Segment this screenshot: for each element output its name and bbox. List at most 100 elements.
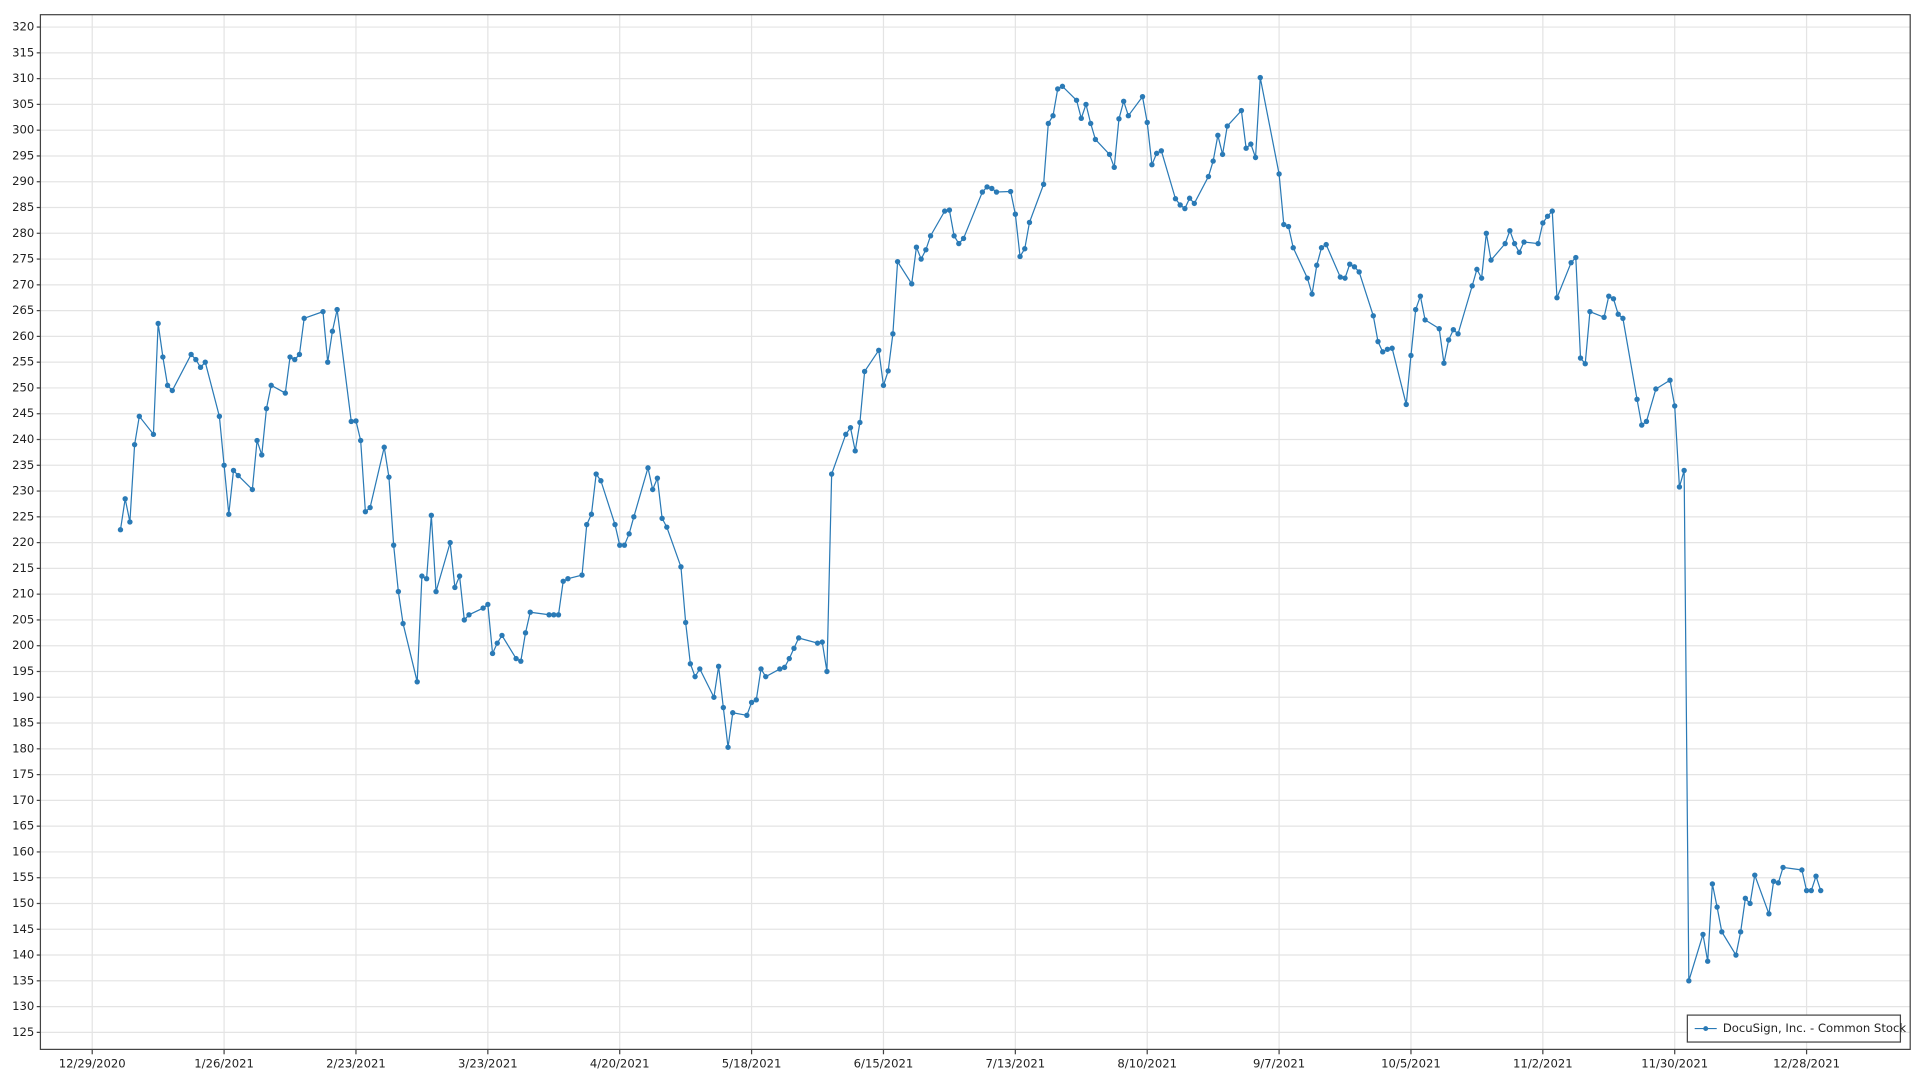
plot-frame xyxy=(39,14,1911,1050)
data-point xyxy=(1309,291,1315,297)
data-point xyxy=(395,588,402,595)
data-point xyxy=(193,356,199,363)
data-point xyxy=(951,233,957,239)
data-point xyxy=(1714,904,1720,910)
data-point xyxy=(1733,952,1739,958)
grid: 125 130 135 140 145 150 155 160 165 170 175 180 185 1… xyxy=(12,14,1911,1071)
data-point xyxy=(1587,308,1593,315)
data-point xyxy=(122,496,128,502)
data-point xyxy=(993,189,1000,195)
data-point xyxy=(1073,97,1080,103)
data-point xyxy=(1436,325,1442,332)
data-point xyxy=(880,382,887,389)
y-tick-label: 215 xyxy=(12,561,34,575)
data-point xyxy=(909,281,915,287)
data-point xyxy=(876,347,882,354)
data-point xyxy=(1770,878,1777,885)
data-point xyxy=(612,521,618,528)
data-point xyxy=(282,390,289,396)
y-tick-label: 185 xyxy=(12,716,34,730)
data-point xyxy=(1469,283,1475,289)
data-point xyxy=(781,664,788,671)
data-point xyxy=(814,640,821,646)
data-point xyxy=(1535,240,1541,247)
data-point xyxy=(155,320,161,327)
data-point xyxy=(598,478,604,484)
data-point xyxy=(1544,213,1551,219)
data-point xyxy=(1483,230,1490,236)
data-point xyxy=(1799,867,1805,873)
data-point xyxy=(1403,401,1409,408)
data-point xyxy=(268,382,274,389)
data-point xyxy=(1219,151,1226,158)
data-point xyxy=(588,511,595,517)
data-point xyxy=(1474,266,1480,273)
data-point xyxy=(367,504,373,511)
data-point xyxy=(1012,211,1019,217)
data-point xyxy=(1752,872,1758,878)
data-point xyxy=(480,605,486,611)
data-point xyxy=(1092,136,1099,143)
data-point xyxy=(828,471,835,477)
data-point xyxy=(1153,150,1160,157)
data-point xyxy=(1116,116,1122,122)
data-point xyxy=(687,661,694,667)
y-tick-label: 220 xyxy=(12,535,34,549)
x-tick-label: 12/28/2021 xyxy=(1773,1057,1840,1071)
data-point xyxy=(353,418,359,424)
y-tick-label: 280 xyxy=(12,226,34,240)
data-point xyxy=(160,354,166,360)
data-point xyxy=(1281,221,1287,228)
y-tick-label: 310 xyxy=(12,71,34,85)
data-point xyxy=(565,576,571,582)
data-point xyxy=(1356,269,1362,275)
data-point xyxy=(117,527,124,533)
y-tick-label: 130 xyxy=(12,999,34,1013)
data-point xyxy=(1106,151,1113,158)
data-point xyxy=(1521,239,1527,245)
data-point xyxy=(1681,467,1687,474)
data-point xyxy=(1215,132,1221,139)
y-tick-label: 305 xyxy=(12,97,34,111)
data-point xyxy=(725,744,731,750)
data-point xyxy=(791,645,797,651)
data-point xyxy=(1672,403,1678,409)
data-point xyxy=(235,472,241,479)
data-point xyxy=(127,519,133,525)
y-tick-label: 200 xyxy=(12,638,34,652)
y-tick-label: 275 xyxy=(12,252,34,266)
data-point xyxy=(386,474,392,480)
data-point xyxy=(1450,326,1457,333)
data-point xyxy=(301,315,307,322)
data-point xyxy=(1139,93,1146,100)
x-tick-label: 5/18/2021 xyxy=(722,1057,782,1071)
data-point xyxy=(1055,86,1061,92)
data-point xyxy=(164,382,171,389)
data-point xyxy=(1511,240,1518,247)
data-point xyxy=(824,668,830,675)
y-tick-label: 175 xyxy=(12,767,34,781)
data-point xyxy=(1125,113,1132,119)
data-point xyxy=(956,240,962,247)
data-point xyxy=(485,601,491,608)
data-point xyxy=(1582,361,1588,367)
data-point xyxy=(1059,83,1066,90)
data-point xyxy=(1455,331,1461,337)
data-point xyxy=(1257,74,1263,81)
y-tick-label: 260 xyxy=(12,329,34,343)
data-point xyxy=(188,351,194,358)
data-point xyxy=(946,207,953,213)
y-tick-label: 150 xyxy=(12,896,34,910)
data-point xyxy=(852,448,858,454)
data-point xyxy=(1276,171,1282,177)
data-point xyxy=(1507,228,1513,234)
data-point xyxy=(1182,205,1188,212)
data-point xyxy=(1120,98,1127,104)
data-point xyxy=(1808,887,1814,894)
data-point xyxy=(1026,219,1033,226)
x-tick-label: 8/10/2021 xyxy=(1117,1057,1177,1071)
legend: DocuSign, Inc. - Common Stock xyxy=(1686,1014,1906,1043)
data-point xyxy=(1667,377,1673,383)
data-point xyxy=(1417,293,1424,299)
data-point xyxy=(1709,881,1716,887)
